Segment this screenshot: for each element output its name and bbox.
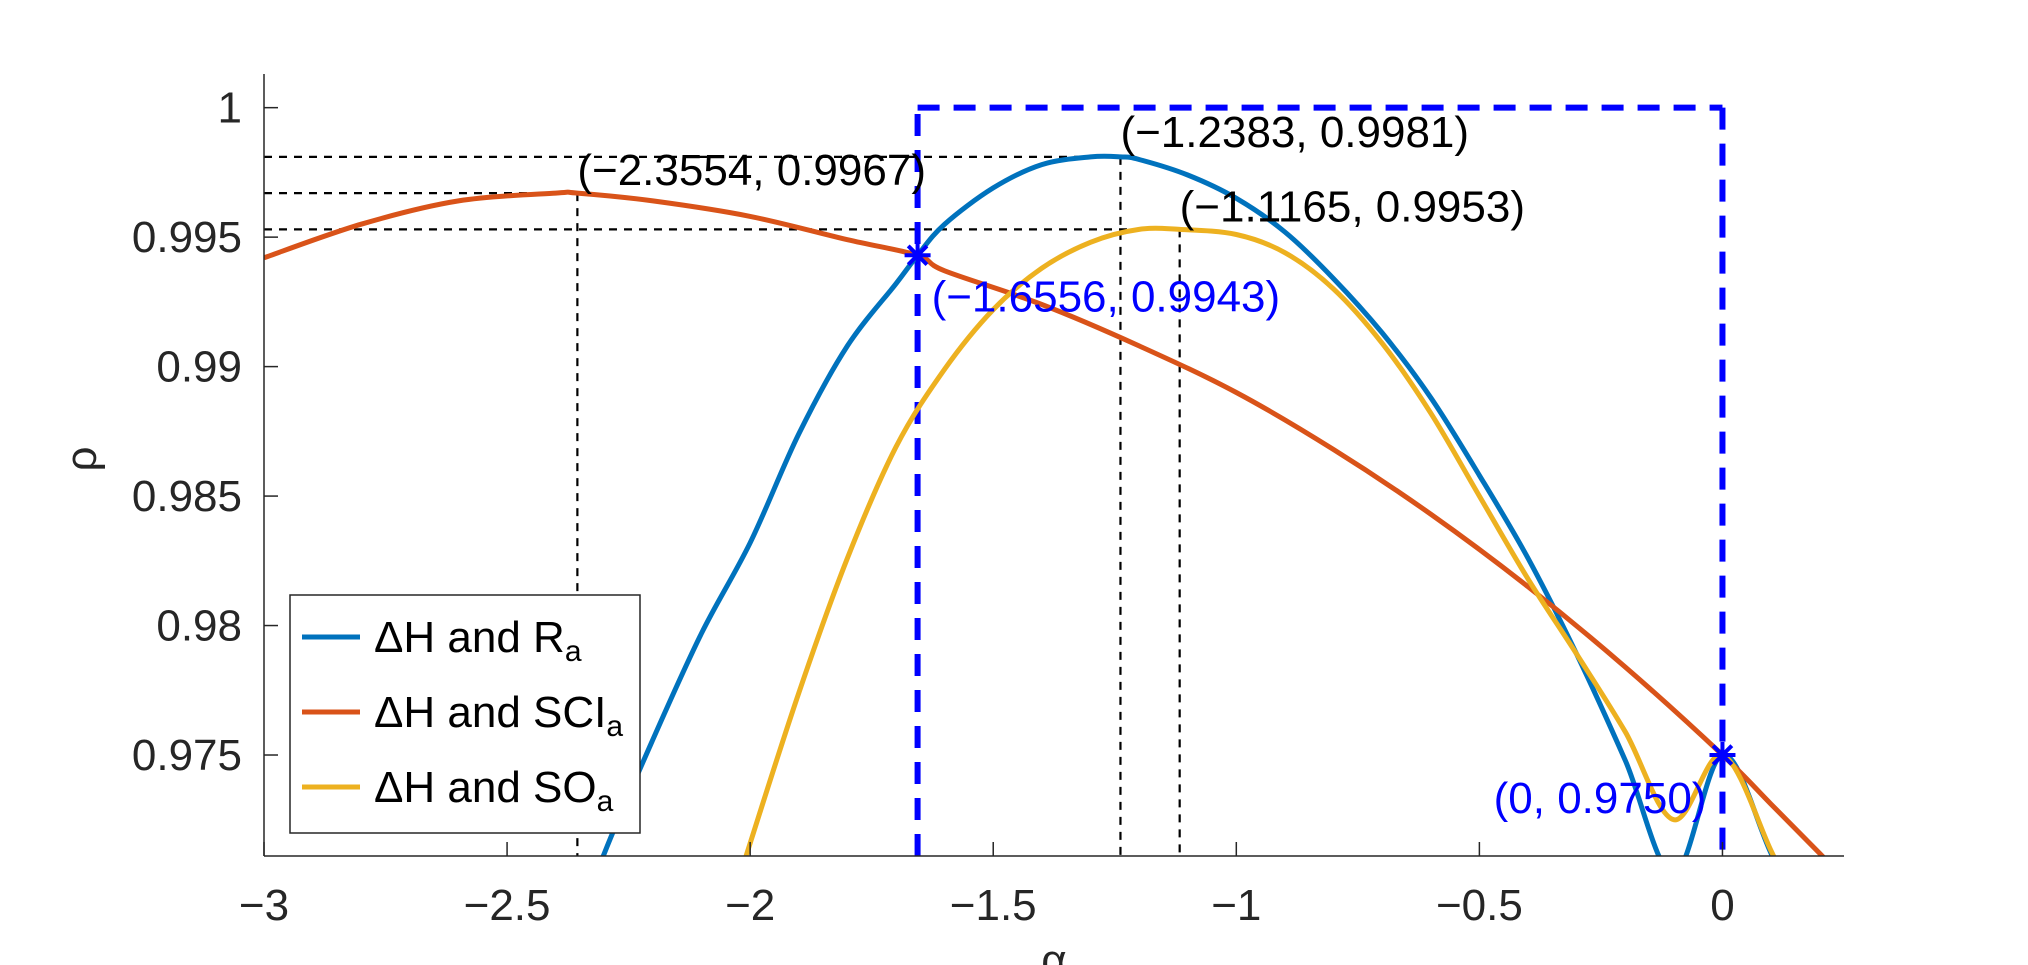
annotations: (−2.3554, 0.9967) (−1.2383, 0.9981) (−1.11…	[577, 108, 1706, 823]
x-tick-label: 0	[1710, 881, 1734, 930]
x-tick-label: −2.5	[464, 881, 551, 930]
y-tick-label: 0.985	[132, 472, 242, 521]
y-tick-label: 1	[218, 84, 242, 133]
series-line-1	[264, 189, 1826, 856]
x-axis-label: α	[1041, 936, 1066, 965]
point-markers	[904, 242, 1736, 769]
point-annotation: (0, 0.9750)	[1494, 774, 1707, 823]
y-tick-label: 0.995	[132, 213, 242, 262]
x-tick-label: −0.5	[1436, 881, 1523, 930]
point-annotation: (−1.2383, 0.9981)	[1120, 108, 1469, 157]
y-tick-label: 0.975	[132, 731, 242, 780]
x-tick-label: −3	[239, 881, 289, 930]
y-axis-label: ρ	[57, 446, 106, 471]
series-lines	[264, 153, 1826, 856]
legend-entry: ΔH and SOa	[374, 763, 614, 818]
star-stroke	[1711, 744, 1734, 766]
star-marker	[1709, 742, 1736, 769]
series-line-0	[600, 153, 1776, 856]
y-tick-label: 0.99	[156, 343, 242, 392]
series-line-2	[743, 225, 1777, 856]
legend: ΔH and Ra ΔH and SCIa ΔH and SOa	[289, 594, 641, 834]
x-tick-label: −1.5	[950, 881, 1037, 930]
highlight-box	[914, 104, 1726, 856]
star-marker	[904, 242, 931, 269]
legend-entry: ΔH and SCIa	[374, 688, 623, 743]
x-tick-label: −2	[725, 881, 775, 930]
point-annotation: (−2.3554, 0.9967)	[577, 146, 926, 195]
x-tick-label: −1	[1211, 881, 1261, 930]
y-tick-label: 0.98	[156, 602, 242, 651]
legend-entry: ΔH and Ra	[374, 613, 582, 668]
star-stroke	[906, 244, 929, 267]
point-annotation: (−1.1165, 0.9953)	[1180, 182, 1525, 231]
axes: −3 −2.5 −2 −1.5 −1 −0.5 0 0.975 0.98 0.985 0.99 0.9…	[132, 74, 1844, 930]
point-annotation: (−1.6556, 0.9943)	[932, 272, 1281, 321]
